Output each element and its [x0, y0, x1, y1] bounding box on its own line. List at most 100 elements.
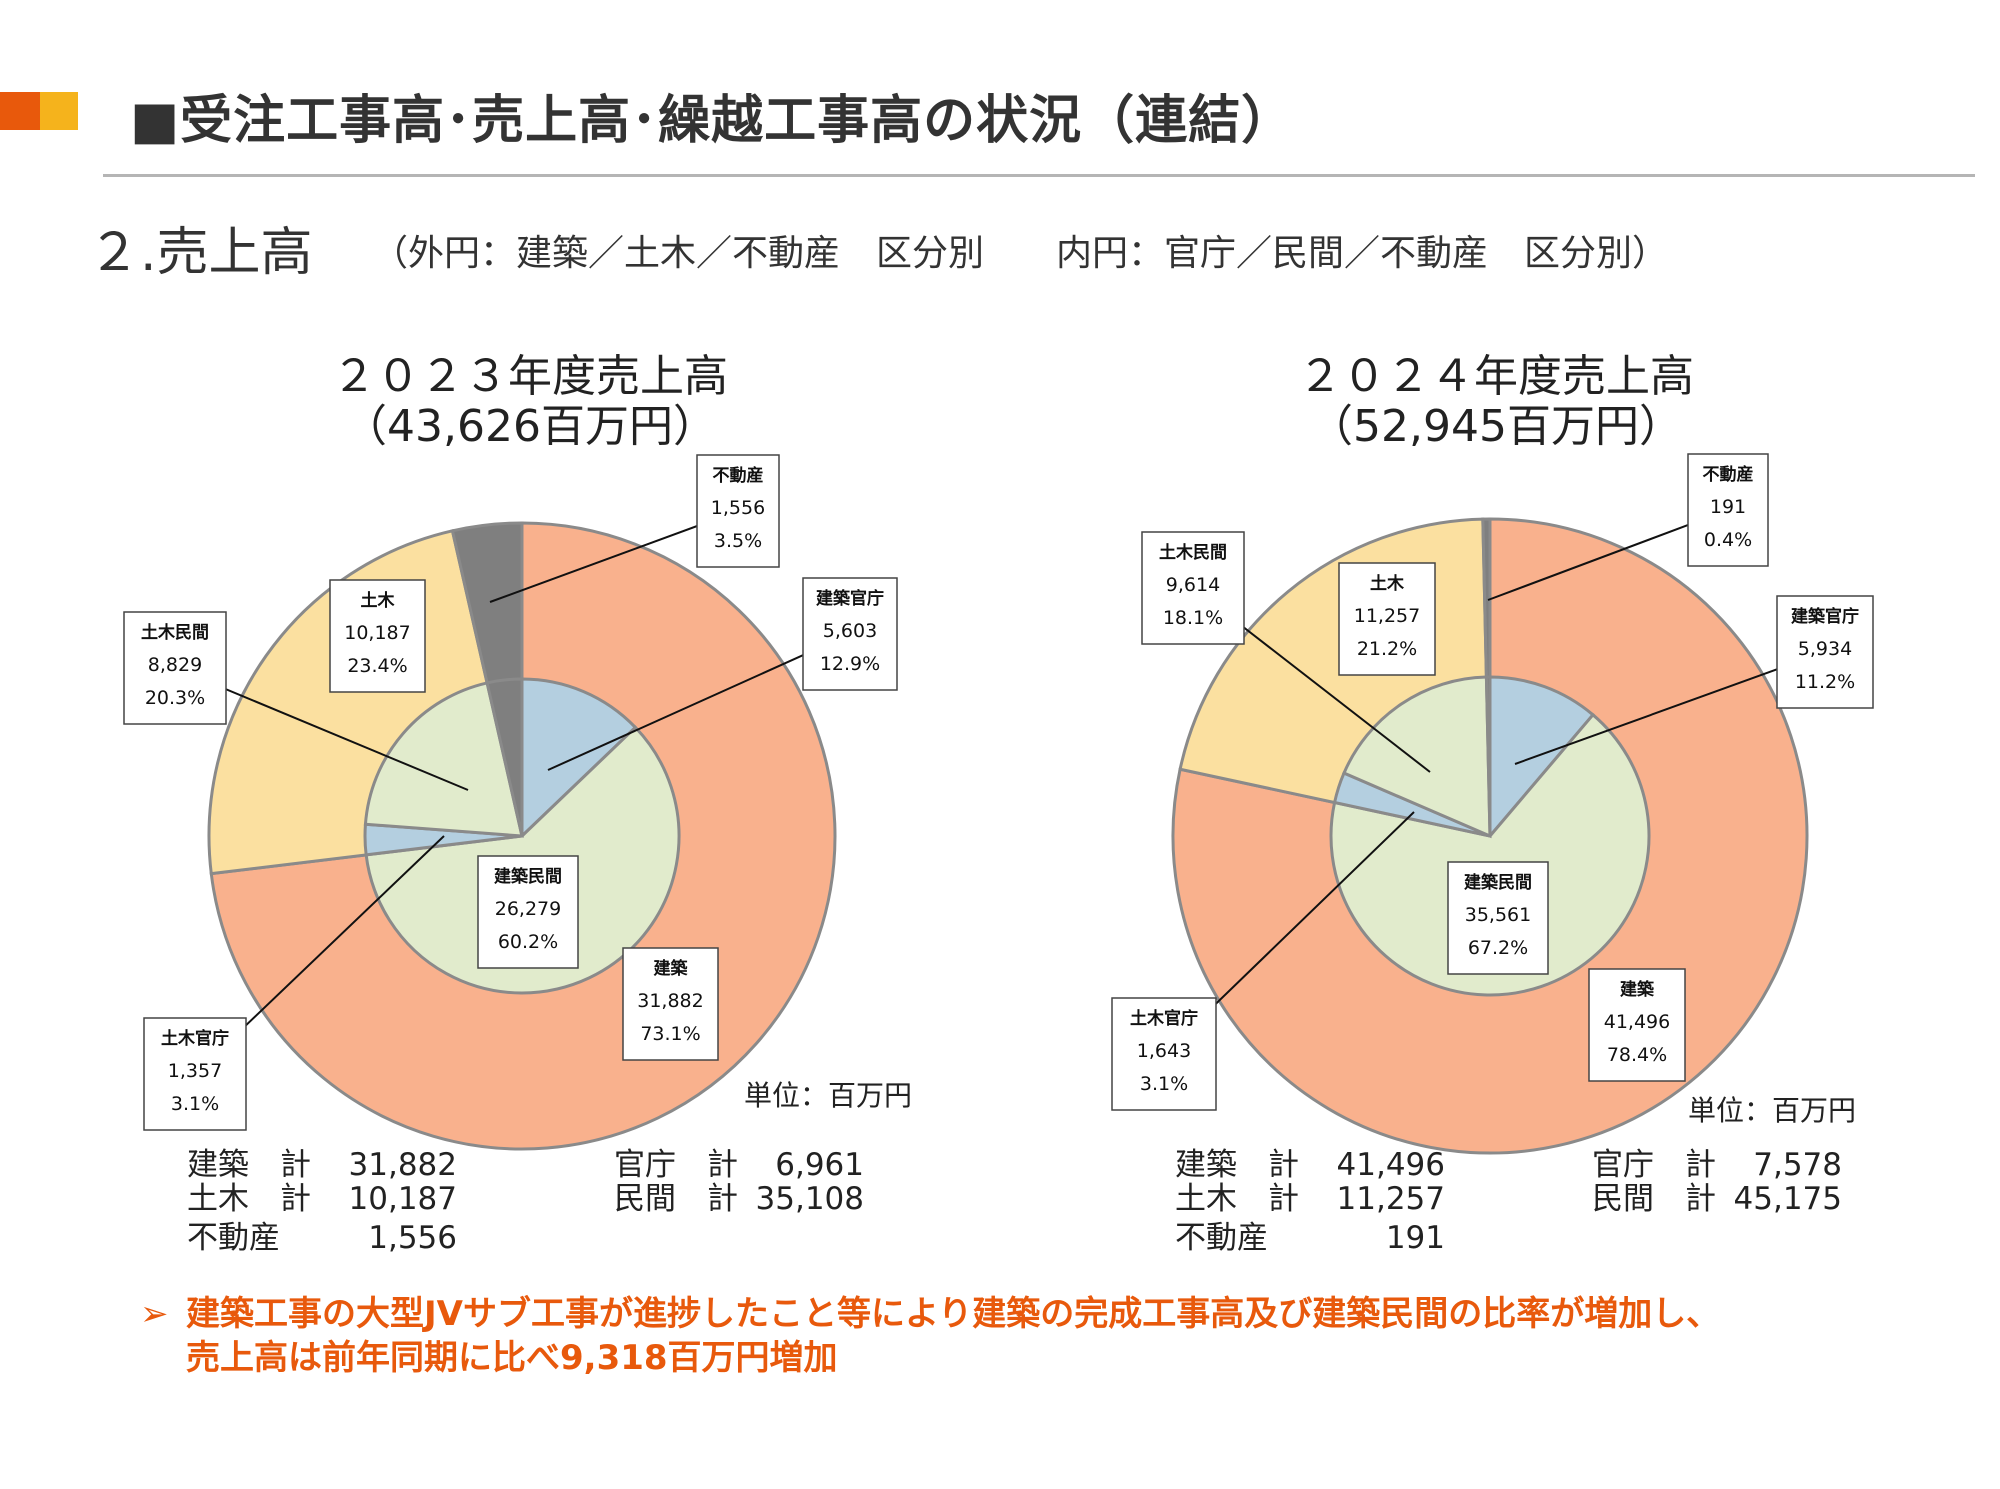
- chart-2023-totals-left: 建築 計 31,882 土木 計 10,187 不動産 1,556: [187, 1148, 457, 1255]
- chart-2023-totals-right: 官庁 計 6,961 民間 計 35,108: [614, 1148, 864, 1216]
- totals-label: 民間 計: [614, 1181, 738, 1217]
- label-value: 8,829: [148, 654, 202, 676]
- label-name: 建築: [654, 958, 689, 979]
- label-box-土木官庁: [1111, 997, 1217, 1111]
- label-value: 5,603: [823, 620, 877, 642]
- totals-row: 官庁 計 6,961: [614, 1148, 864, 1182]
- inner-slice-建築官庁: [1488, 675, 1596, 841]
- label-value: 1,556: [711, 497, 765, 519]
- label-percent: 60.2%: [498, 931, 558, 953]
- totals-row: 土木 計 11,257: [1175, 1182, 1445, 1216]
- label-box-建築官庁: [1776, 595, 1874, 709]
- totals-row: 土木 計 10,187: [187, 1182, 457, 1216]
- label-box-建築: [622, 947, 719, 1061]
- label-percent: 20.3%: [145, 687, 205, 709]
- totals-value: 45,175: [1733, 1181, 1842, 1217]
- label-box-建築官庁: [802, 577, 898, 691]
- chart-2023-total: （43,626百万円）: [343, 401, 717, 452]
- label-box-土木民間: [1141, 531, 1245, 645]
- chart-2024-totals-left: 建築 計 41,496 土木 計 11,257 不動産 191: [1175, 1148, 1445, 1255]
- chart-2023-title: ２０２３年度売上高: [332, 351, 728, 402]
- totals-row: 不動産 191: [1175, 1221, 1445, 1255]
- section-title: ２.売上高: [88, 223, 313, 283]
- label-percent: 67.2%: [1468, 937, 1528, 959]
- label-percent: 23.4%: [347, 655, 407, 677]
- label-percent: 3.1%: [171, 1093, 219, 1115]
- totals-value: 11,257: [1336, 1181, 1445, 1217]
- label-box-土木民間: [123, 611, 227, 725]
- label-percent: 78.4%: [1607, 1044, 1667, 1066]
- totals-label: 土木 計: [187, 1181, 311, 1217]
- inner-slice-不動産: [485, 677, 524, 837]
- label-name: 土木官庁: [161, 1028, 229, 1049]
- inner-slice-土木民間: [1342, 675, 1492, 839]
- chart-2024-title: ２０２４年度売上高: [1298, 351, 1694, 402]
- summary-line-1: 建築工事の大型JVサブ工事が進捗したこと等により建築の完成工事高及び建築民間の比…: [186, 1294, 1721, 1334]
- totals-value: 7,578: [1753, 1147, 1842, 1183]
- inner-slice-建築民間: [1329, 712, 1651, 997]
- totals-row: 建築 計 41,496: [1175, 1148, 1445, 1182]
- label-value: 1,357: [168, 1060, 222, 1082]
- totals-value: 10,187: [348, 1181, 457, 1217]
- arrow-bullet-icon: ➢: [140, 1294, 169, 1334]
- totals-value: 191: [1385, 1220, 1445, 1256]
- totals-value: 6,961: [775, 1147, 864, 1183]
- label-box-不動産: [696, 454, 780, 568]
- label-percent: 12.9%: [820, 653, 880, 675]
- label-box-土木: [329, 579, 426, 693]
- label-name: 建築民間: [494, 866, 562, 887]
- accent-block-yellow: [40, 92, 78, 130]
- label-value: 191: [1710, 496, 1746, 518]
- label-name: 建築官庁: [1791, 606, 1859, 627]
- label-box-不動産: [1687, 453, 1769, 567]
- label-value: 26,279: [495, 898, 561, 920]
- label-percent: 18.1%: [1163, 607, 1223, 629]
- totals-label: 官庁 計: [1592, 1147, 1716, 1183]
- label-name: 不動産: [713, 465, 764, 486]
- chart-2023-group: 不動産 1,556 3.5% 建築官庁 5,603 12.9% 土木 10,187 23.4% 土…: [123, 454, 898, 1151]
- label-value: 35,561: [1465, 904, 1531, 926]
- label-name: 土木民間: [141, 622, 209, 643]
- totals-value: 41,496: [1336, 1147, 1445, 1183]
- label-value: 31,882: [637, 990, 703, 1012]
- label-box-建築民間: [477, 855, 579, 969]
- label-box-土木: [1338, 562, 1436, 676]
- inner-slice-建築官庁: [520, 677, 638, 840]
- chart-2024-heading: ２０２４年度売上高 （52,945百万円）: [1196, 352, 1796, 452]
- totals-label: 土木 計: [1175, 1181, 1299, 1217]
- chart-2023-unit: 単位：百万円: [744, 1079, 913, 1112]
- label-name: 建築官庁: [816, 588, 884, 609]
- label-percent: 3.5%: [714, 530, 762, 552]
- label-box-建築民間: [1447, 861, 1549, 975]
- label-value: 9,614: [1166, 574, 1220, 596]
- chart-2024-unit: 単位：百万円: [1688, 1094, 1857, 1127]
- chart-2024-totals-right: 官庁 計 7,578 民間 計 45,175: [1592, 1148, 1842, 1216]
- label-percent: 0.4%: [1704, 529, 1752, 551]
- totals-row: 建築 計 31,882: [187, 1148, 457, 1182]
- label-box-建築: [1588, 968, 1686, 1082]
- chart-2023-heading: ２０２３年度売上高 （43,626百万円）: [230, 352, 830, 452]
- label-name: 土木: [361, 590, 396, 611]
- label-name: 土木官庁: [1130, 1008, 1198, 1029]
- totals-value: 35,108: [755, 1181, 864, 1217]
- label-name: 建築民間: [1464, 872, 1532, 893]
- label-box-土木官庁: [143, 1017, 247, 1131]
- inner-slice-土木民間: [363, 681, 524, 838]
- totals-label: 建築 計: [1175, 1147, 1299, 1183]
- totals-row: 民間 計 45,175: [1592, 1182, 1842, 1216]
- totals-value: 1,556: [368, 1220, 457, 1256]
- leader-line-建築官庁: [1514, 651, 1826, 765]
- page-title: ■受注工事高･売上高･繰越工事高の状況（連結）: [130, 91, 1295, 151]
- label-value: 1,643: [1137, 1040, 1191, 1062]
- summary-text: 建築工事の大型JVサブ工事が進捗したこと等により建築の完成工事高及び建築民間の比…: [186, 1292, 1986, 1380]
- totals-value: 31,882: [348, 1147, 457, 1183]
- chart-2024-total: （52,945百万円）: [1309, 401, 1683, 452]
- label-percent: 3.1%: [1140, 1073, 1188, 1095]
- title-divider: [103, 174, 1975, 177]
- label-value: 11,257: [1354, 605, 1420, 627]
- totals-label: 官庁 計: [614, 1147, 738, 1183]
- label-name: 建築: [1620, 979, 1655, 1000]
- totals-label: 不動産: [1175, 1220, 1268, 1256]
- totals-label: 不動産: [187, 1220, 280, 1256]
